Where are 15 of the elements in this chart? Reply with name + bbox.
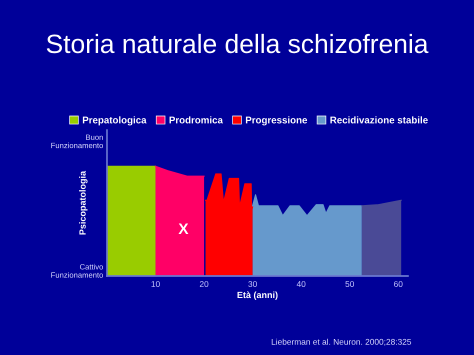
legend-label: Prepatologica <box>82 116 147 126</box>
x-tick-label: 20 <box>200 281 208 287</box>
text: Lieberman et al. Neuron. 2000;28:325 <box>272 338 412 346</box>
x-tick-label: 60 <box>394 281 403 287</box>
x-tick-label: 40 <box>296 281 306 287</box>
y-axis-title: Psicopatologia <box>79 170 88 235</box>
x-tick-label: 30 <box>248 281 257 287</box>
legend-label: Prodromica <box>170 116 223 124</box>
legend-label: Progressione <box>246 116 308 126</box>
x-tick-label: 10 <box>152 281 160 287</box>
legend-label: Recidivazione stabile <box>330 116 428 124</box>
x-tick-label: 50 <box>345 281 354 287</box>
annotation: X <box>178 223 188 234</box>
chart-title: Storia naturale della schizofrenia <box>46 34 428 54</box>
x-axis-title: Età (anni) <box>238 291 278 300</box>
